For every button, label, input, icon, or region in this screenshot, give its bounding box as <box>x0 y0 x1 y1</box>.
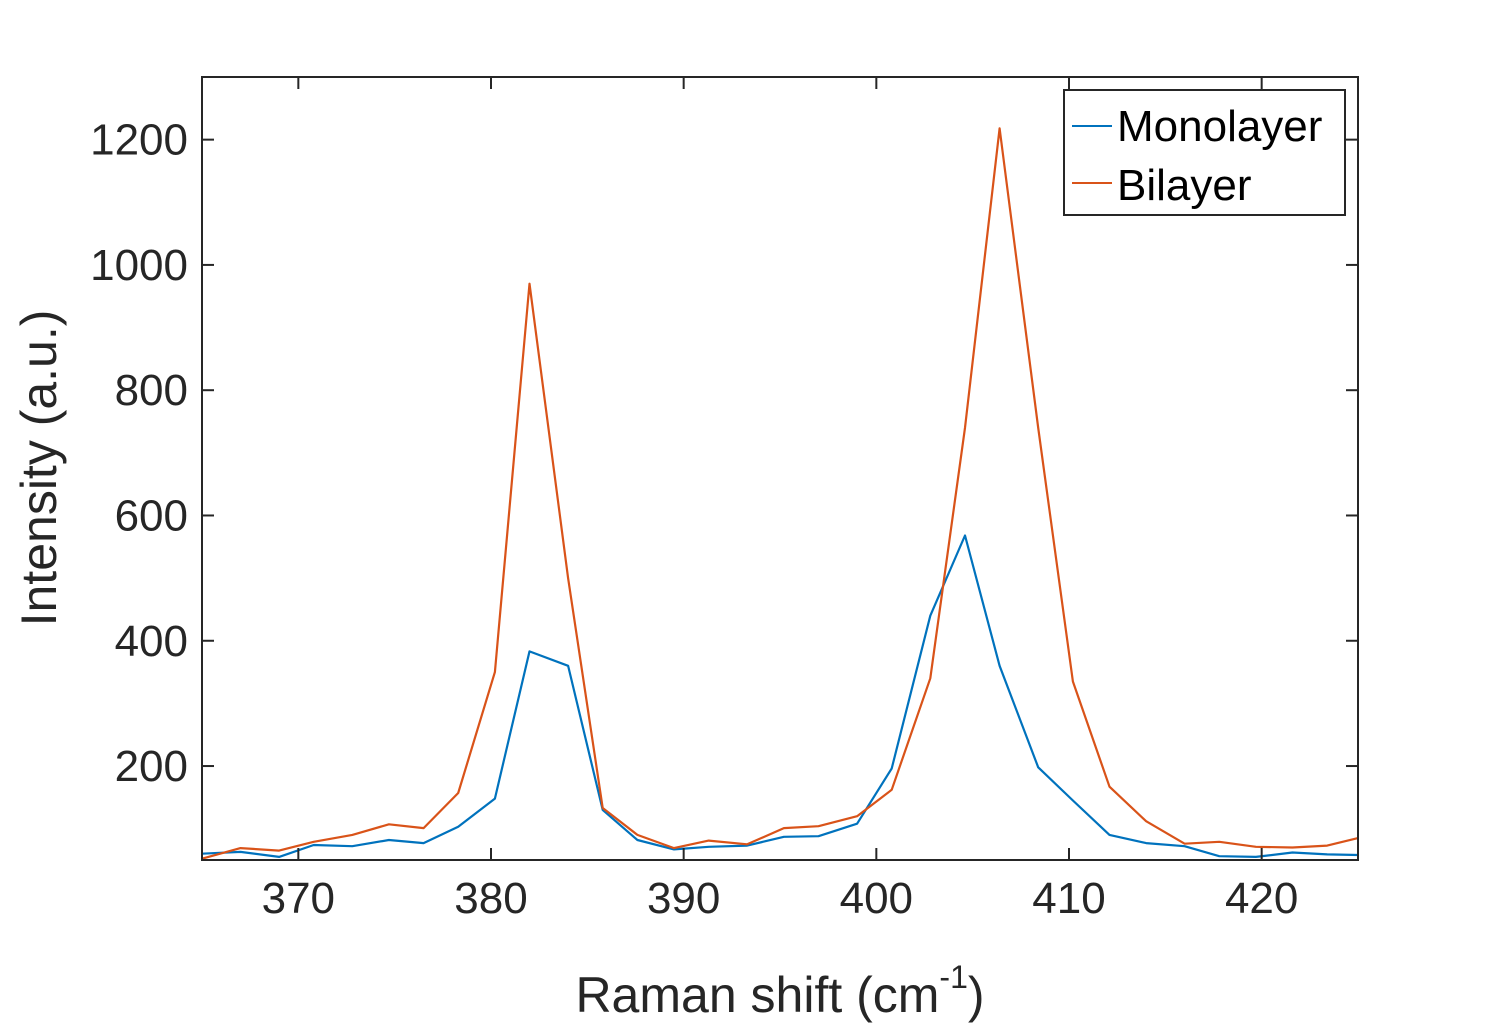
legend-label-bilayer: Bilayer <box>1117 161 1252 210</box>
x-tick-label: 380 <box>454 874 527 923</box>
legend: Monolayer Bilayer <box>1063 89 1346 216</box>
x-tick-label: 370 <box>262 874 335 923</box>
x-axis-label-suffix: ) <box>968 967 985 1023</box>
series-line-monolayer <box>201 534 1359 859</box>
legend-label-monolayer: Monolayer <box>1117 102 1322 151</box>
y-tick-label: 800 <box>115 366 188 415</box>
x-tick-label: 400 <box>840 874 913 923</box>
tick-layer: 370 380 390 400 410 420 200 400 600 800 1000 1200 <box>90 77 1358 923</box>
y-tick-label: 200 <box>115 742 188 791</box>
x-axis-label-superscript: -1 <box>939 959 967 995</box>
plot-frame <box>201 76 1359 861</box>
y-axis-label: Intensity (a.u.) <box>11 310 67 627</box>
x-tick-label: 420 <box>1225 874 1298 923</box>
legend-box <box>1063 89 1346 216</box>
x-tick-label: 390 <box>647 874 720 923</box>
y-tick-label: 400 <box>115 617 188 666</box>
y-tick-label: 600 <box>115 491 188 540</box>
x-axis-label: Raman shift (cm-1) <box>575 959 984 1023</box>
y-tick-label: 1200 <box>90 116 188 165</box>
x-tick-label: 410 <box>1032 874 1105 923</box>
series-line-bilayer <box>201 127 1359 860</box>
x-axis-label-main: Raman shift (cm <box>575 967 939 1023</box>
y-tick-label: 1000 <box>90 241 188 290</box>
series-layer <box>201 127 1359 860</box>
